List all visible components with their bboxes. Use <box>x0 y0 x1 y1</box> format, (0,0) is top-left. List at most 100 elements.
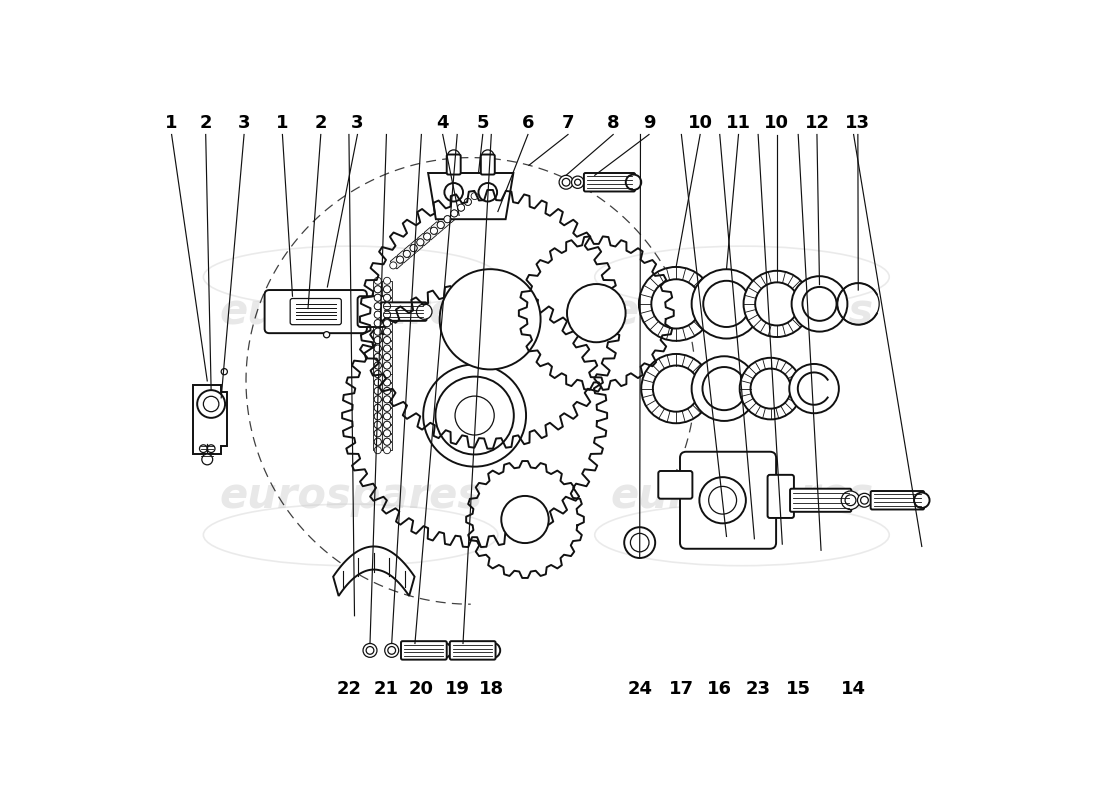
Circle shape <box>204 396 219 412</box>
Text: 20: 20 <box>409 680 433 698</box>
Circle shape <box>374 294 382 302</box>
Circle shape <box>384 294 390 302</box>
Circle shape <box>374 311 382 318</box>
Text: 17: 17 <box>669 680 694 698</box>
Polygon shape <box>373 434 383 442</box>
Circle shape <box>384 302 390 310</box>
Circle shape <box>384 337 390 343</box>
Circle shape <box>374 320 382 326</box>
Polygon shape <box>382 442 392 450</box>
Polygon shape <box>373 332 383 340</box>
FancyBboxPatch shape <box>450 641 495 660</box>
Polygon shape <box>373 426 383 433</box>
Circle shape <box>384 311 390 318</box>
Circle shape <box>641 354 711 423</box>
Circle shape <box>374 302 382 310</box>
Circle shape <box>559 175 573 189</box>
Circle shape <box>384 286 390 293</box>
Polygon shape <box>382 341 392 348</box>
Circle shape <box>858 494 871 507</box>
Circle shape <box>639 267 713 341</box>
Text: 4: 4 <box>437 114 449 132</box>
Polygon shape <box>382 298 392 306</box>
Polygon shape <box>373 315 383 322</box>
Polygon shape <box>417 234 430 246</box>
Circle shape <box>221 369 228 374</box>
Text: eurospares: eurospares <box>219 290 482 333</box>
Circle shape <box>374 413 382 420</box>
Polygon shape <box>373 383 383 390</box>
Polygon shape <box>428 173 514 219</box>
Circle shape <box>374 320 382 326</box>
Polygon shape <box>451 204 464 217</box>
Circle shape <box>444 216 451 222</box>
Circle shape <box>482 150 494 162</box>
Polygon shape <box>397 250 409 263</box>
Circle shape <box>384 337 390 343</box>
Circle shape <box>388 646 396 654</box>
Circle shape <box>417 238 424 246</box>
Text: 2: 2 <box>315 114 327 132</box>
Circle shape <box>374 311 382 318</box>
Text: eurospares: eurospares <box>610 475 873 518</box>
Circle shape <box>790 364 839 414</box>
Circle shape <box>384 354 390 361</box>
Circle shape <box>374 387 382 394</box>
Circle shape <box>803 287 836 321</box>
Circle shape <box>374 286 382 293</box>
Text: 10: 10 <box>764 114 790 132</box>
Circle shape <box>845 495 856 506</box>
Circle shape <box>384 387 390 394</box>
Polygon shape <box>390 256 403 269</box>
Circle shape <box>199 445 207 453</box>
Circle shape <box>384 328 390 335</box>
Text: 14: 14 <box>842 680 866 698</box>
Circle shape <box>384 379 390 386</box>
Circle shape <box>374 370 382 378</box>
FancyBboxPatch shape <box>265 290 367 333</box>
Circle shape <box>505 500 544 539</box>
Circle shape <box>574 291 618 335</box>
Circle shape <box>384 294 390 302</box>
Circle shape <box>502 496 549 543</box>
Circle shape <box>374 328 382 335</box>
Polygon shape <box>382 374 392 382</box>
Circle shape <box>374 438 382 446</box>
Polygon shape <box>382 434 392 442</box>
Circle shape <box>451 210 458 217</box>
Polygon shape <box>382 391 392 399</box>
Circle shape <box>562 178 570 186</box>
Circle shape <box>703 367 746 410</box>
Circle shape <box>323 332 330 338</box>
Circle shape <box>384 354 390 361</box>
Text: 22: 22 <box>337 680 362 698</box>
Polygon shape <box>373 391 383 399</box>
Polygon shape <box>373 366 383 374</box>
Circle shape <box>374 404 382 411</box>
Circle shape <box>792 276 847 332</box>
Circle shape <box>384 446 390 454</box>
Circle shape <box>750 369 791 409</box>
Circle shape <box>374 278 382 284</box>
Circle shape <box>471 300 509 338</box>
Circle shape <box>374 370 382 378</box>
Circle shape <box>452 281 529 358</box>
Circle shape <box>630 534 649 552</box>
Polygon shape <box>382 315 392 322</box>
Circle shape <box>384 320 390 326</box>
Circle shape <box>708 486 737 514</box>
FancyBboxPatch shape <box>680 452 777 549</box>
Circle shape <box>739 358 802 419</box>
Circle shape <box>384 278 390 284</box>
Text: 23: 23 <box>746 680 771 698</box>
Circle shape <box>653 366 700 412</box>
Circle shape <box>437 222 444 229</box>
Circle shape <box>436 377 514 454</box>
Text: 1: 1 <box>165 114 178 132</box>
Circle shape <box>363 643 377 658</box>
Circle shape <box>384 302 390 310</box>
Text: 10: 10 <box>688 114 713 132</box>
Circle shape <box>389 262 397 269</box>
Circle shape <box>396 256 404 263</box>
Text: 5: 5 <box>476 114 490 132</box>
